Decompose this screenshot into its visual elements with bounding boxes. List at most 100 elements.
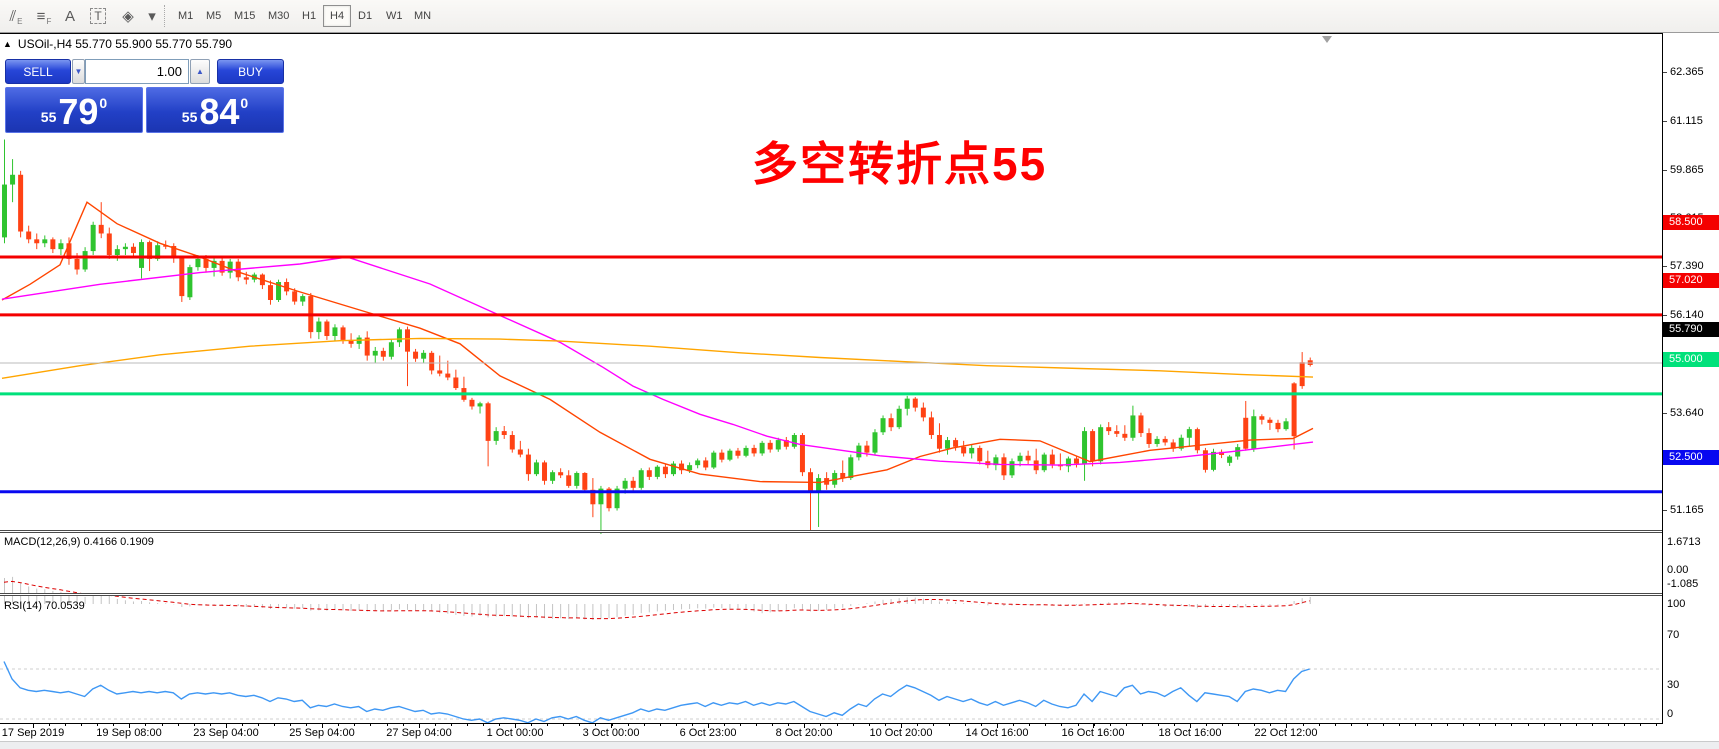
price-tick: [1663, 266, 1667, 267]
time-major-tick: [997, 724, 998, 728]
price-axis[interactable]: 62.36561.11559.86558.61557.39056.14054.8…: [1663, 33, 1719, 723]
time-minor-tick: [403, 724, 404, 726]
time-minor-tick: [113, 724, 114, 726]
time-minor-tick: [210, 724, 211, 726]
time-minor-tick: [644, 724, 645, 726]
chart-annotation: 多空转折点55: [752, 138, 1048, 190]
time-minor-tick: [97, 724, 98, 726]
time-minor-tick: [965, 724, 966, 726]
time-minor-tick: [788, 724, 789, 726]
text-label-icon[interactable]: T: [86, 4, 110, 28]
tab-timeframe-W1[interactable]: W1: [386, 10, 403, 22]
rsi-axis-label: 30: [1667, 679, 1680, 691]
time-minor-tick: [1528, 724, 1529, 726]
equidistant-channel-icon[interactable]: ⫽ E: [9, 7, 23, 26]
shapes-icon[interactable]: ◈: [122, 8, 134, 25]
tab-timeframe-M30[interactable]: M30: [268, 10, 290, 22]
time-minor-tick: [547, 724, 548, 726]
time-major-tick: [226, 724, 227, 728]
price-tick: [1663, 170, 1667, 171]
time-minor-tick: [660, 724, 661, 726]
rsi-axis-label: 100: [1667, 598, 1686, 610]
panel-splitter-macd[interactable]: [0, 530, 1719, 533]
text-annotation-icon[interactable]: A: [64, 7, 75, 25]
time-major-tick: [708, 724, 709, 728]
current-price-label: 55.790: [1663, 322, 1719, 337]
tab-timeframe-D1[interactable]: D1: [358, 10, 373, 22]
panel-splitter-rsi[interactable]: [0, 593, 1719, 596]
time-minor-tick: [354, 724, 355, 726]
time-minor-tick: [1351, 724, 1352, 726]
time-minor-tick: [1463, 724, 1464, 726]
time-minor-tick: [274, 724, 275, 726]
price-tick-label: 57.390: [1670, 260, 1704, 272]
toolbar: ⫽ E ≡ F A T ◈ ▾ M1 M5 M15 M30 H1 H4 D1 W1 MN: [0, 0, 1719, 33]
time-minor-tick: [740, 724, 741, 726]
time-minor-tick: [1158, 724, 1159, 726]
time-minor-tick: [1624, 724, 1625, 726]
time-minor-tick: [435, 724, 436, 726]
time-minor-tick: [1254, 724, 1255, 726]
time-minor-tick: [451, 724, 452, 726]
time-minor-tick: [1431, 724, 1432, 726]
rsi-line: [3, 661, 1310, 724]
volume-down-button[interactable]: ▼: [72, 59, 85, 84]
ask-price-display[interactable]: 55 84 0: [146, 87, 284, 133]
time-minor-tick: [692, 724, 693, 726]
macd-axis-label: 1.6713: [1667, 536, 1701, 548]
chart-end-marker-icon[interactable]: [1322, 36, 1332, 43]
chart-area[interactable]: [0, 33, 1663, 724]
time-minor-tick: [81, 724, 82, 726]
tab-timeframe-M15[interactable]: M15: [234, 10, 256, 22]
ask-price-big-digits: 84: [199, 91, 240, 132]
tab-timeframe-H4[interactable]: H4: [323, 5, 352, 27]
time-minor-tick: [162, 724, 163, 726]
time-minor-tick: [933, 724, 934, 726]
time-minor-tick: [579, 724, 580, 726]
time-axis-label: 19 Sep 08:00: [96, 727, 162, 739]
price-tick-label: 56.140: [1670, 309, 1704, 321]
time-minor-tick: [612, 724, 613, 726]
time-minor-tick: [1367, 724, 1368, 726]
time-minor-tick: [338, 724, 339, 726]
time-minor-tick: [1222, 724, 1223, 726]
time-minor-tick: [1094, 724, 1095, 726]
symbol-ohlc-text: USOil-,H4 55.770 55.900 55.770 55.790: [17, 37, 233, 51]
time-minor-tick: [1142, 724, 1143, 726]
bid-price-small-digits: 55: [40, 109, 57, 125]
time-minor-tick: [1270, 724, 1271, 726]
bid-price-big-digits: 79: [58, 91, 99, 132]
time-minor-tick: [628, 724, 629, 726]
time-minor-tick: [290, 724, 291, 726]
time-major-tick: [1190, 724, 1191, 728]
sell-button[interactable]: SELL: [5, 59, 71, 84]
time-minor-tick: [1479, 724, 1480, 726]
time-minor-tick: [981, 724, 982, 726]
time-axis-label: 8 Oct 20:00: [775, 727, 833, 739]
tab-timeframe-M5[interactable]: M5: [206, 10, 222, 22]
tab-timeframe-H1[interactable]: H1: [302, 10, 317, 22]
shapes-dropdown-caret[interactable]: ▾: [148, 8, 156, 25]
time-minor-tick: [1029, 724, 1030, 726]
time-minor-tick: [885, 724, 886, 726]
fibonacci-retracement-icon[interactable]: ≡ F: [36, 7, 52, 26]
price-tick-label: 51.165: [1670, 504, 1704, 516]
volume-input[interactable]: [85, 59, 189, 84]
price-tick-label: 61.115: [1670, 115, 1703, 127]
price-level-label-58.500: 58.500: [1663, 215, 1719, 230]
time-minor-tick: [1383, 724, 1384, 726]
time-major-tick: [1286, 724, 1287, 728]
tab-timeframe-MN[interactable]: MN: [414, 10, 432, 22]
time-minor-tick: [531, 724, 532, 726]
time-major-tick: [611, 724, 612, 728]
time-axis[interactable]: 17 Sep 2019 19 Sep 08:00 23 Sep 04:00 25 Se…: [0, 723, 1663, 741]
time-minor-tick: [1126, 724, 1127, 726]
collapse-panel-icon[interactable]: ▲: [3, 39, 12, 49]
volume-up-button[interactable]: ▲: [190, 59, 210, 84]
bid-price-display[interactable]: 55 79 0: [5, 87, 143, 133]
rsi-axis-label: 70: [1667, 629, 1680, 641]
buy-button[interactable]: BUY: [217, 59, 284, 84]
time-minor-tick: [1576, 724, 1577, 726]
tab-timeframe-M1[interactable]: M1: [178, 10, 194, 22]
time-minor-tick: [1335, 724, 1336, 726]
